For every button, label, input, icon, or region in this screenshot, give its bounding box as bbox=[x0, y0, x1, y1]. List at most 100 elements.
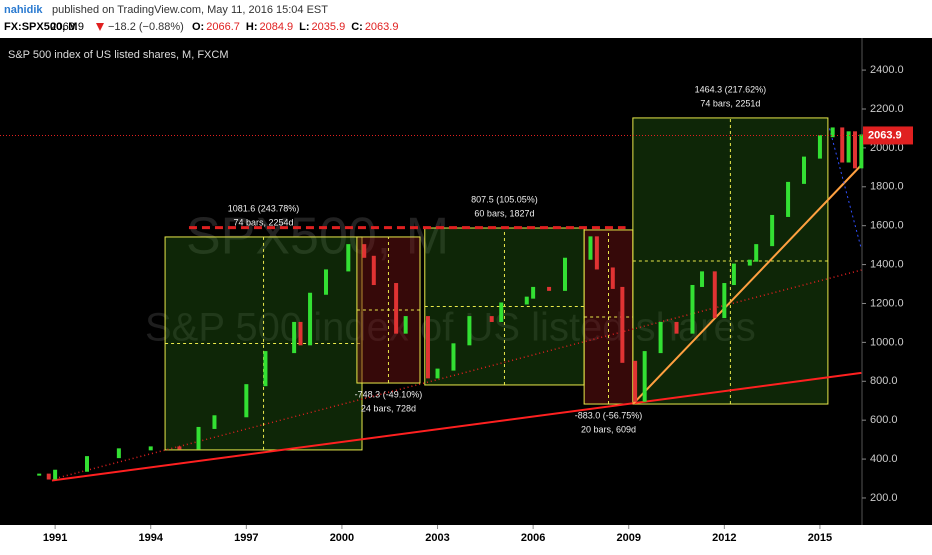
price-bar bbox=[658, 321, 663, 354]
chart-title: S&P 500 index of US listed shares, M, FX… bbox=[8, 49, 229, 61]
price-bar bbox=[467, 316, 472, 346]
y-tick-label: 800.0 bbox=[870, 375, 898, 387]
ohlc-value: 2084.9 bbox=[260, 21, 294, 33]
range-sublabel: 74 bars, 2254d bbox=[234, 217, 294, 227]
price-bar bbox=[53, 469, 58, 480]
price-bar bbox=[547, 286, 552, 291]
x-tick-label: 2000 bbox=[330, 532, 354, 544]
price-bar bbox=[770, 214, 775, 247]
price-bar bbox=[620, 286, 625, 363]
price-bar bbox=[846, 131, 851, 163]
price-bar bbox=[308, 292, 313, 346]
price-bar bbox=[403, 316, 408, 334]
price-bar bbox=[747, 259, 752, 266]
price-bar bbox=[425, 316, 430, 379]
price-bar bbox=[292, 321, 297, 354]
y-tick-label: 1600.0 bbox=[870, 220, 904, 232]
y-tick-label: 2400.0 bbox=[870, 64, 904, 76]
trend-line bbox=[54, 269, 862, 480]
price-bar bbox=[712, 271, 717, 319]
price-bar bbox=[394, 283, 399, 334]
last-price-tag bbox=[863, 126, 913, 145]
range-sublabel: 74 bars, 2251d bbox=[700, 98, 760, 108]
price-bar bbox=[817, 135, 822, 159]
price-bar bbox=[148, 446, 153, 451]
price-bar bbox=[244, 384, 249, 418]
price-bar bbox=[754, 244, 759, 262]
range-sublabel: 60 bars, 1827d bbox=[474, 208, 534, 218]
price-bar bbox=[563, 257, 568, 291]
price-bar bbox=[610, 267, 615, 289]
trend-line bbox=[829, 128, 862, 250]
ohlc-value: 2063.9 bbox=[365, 21, 399, 33]
symbol: FX:SPX500, M bbox=[4, 21, 77, 33]
x-tick-label: 2012 bbox=[712, 532, 736, 544]
x-tick-label: 2003 bbox=[425, 532, 449, 544]
y-tick-label: 1800.0 bbox=[870, 181, 904, 193]
price-bar bbox=[594, 236, 599, 270]
price-bar bbox=[84, 456, 89, 472]
change: −18.2 (−0.88%) bbox=[108, 21, 184, 33]
ohlc-label: C: bbox=[351, 21, 363, 33]
range-label: -883.0 (-56.75%) bbox=[575, 410, 643, 420]
range-sublabel: 24 bars, 728d bbox=[361, 403, 416, 413]
range-label: 807.5 (105.05%) bbox=[471, 194, 538, 204]
y-tick-label: 200.0 bbox=[870, 492, 898, 504]
price-bar bbox=[371, 255, 376, 286]
price-bar bbox=[37, 473, 42, 476]
price-bar bbox=[674, 321, 679, 334]
price-bar bbox=[451, 343, 456, 371]
y-tick-label: 1000.0 bbox=[870, 336, 904, 348]
ohlc-label: O: bbox=[192, 21, 204, 33]
y-tick-label: 400.0 bbox=[870, 453, 898, 465]
range-label: 1464.3 (217.62%) bbox=[695, 84, 767, 94]
y-tick-label: 600.0 bbox=[870, 414, 898, 426]
price-bar bbox=[524, 296, 529, 305]
price-bar bbox=[731, 263, 736, 286]
price-bar bbox=[362, 244, 367, 258]
y-tick-label: 2000.0 bbox=[870, 142, 904, 154]
price-bar bbox=[633, 360, 638, 402]
price-bar bbox=[212, 415, 217, 429]
author[interactable]: nahidik bbox=[4, 4, 43, 16]
y-tick-label: 1200.0 bbox=[870, 297, 904, 309]
price-bar bbox=[840, 127, 845, 163]
x-tick-label: 1994 bbox=[138, 532, 163, 544]
x-tick-label: 2006 bbox=[521, 532, 545, 544]
price-bar bbox=[642, 351, 647, 402]
plot-bg bbox=[0, 38, 932, 525]
price-bar bbox=[346, 244, 351, 272]
ohlc-value: 2035.9 bbox=[312, 21, 346, 33]
price-bar bbox=[786, 181, 791, 217]
ohlc-label: H: bbox=[246, 21, 258, 33]
price-bar bbox=[435, 368, 440, 379]
trend-line bbox=[51, 371, 862, 482]
price-bar bbox=[690, 284, 695, 334]
price-bar bbox=[298, 321, 303, 346]
last-price-header: 2063.9 bbox=[50, 21, 84, 33]
header-bg bbox=[0, 0, 932, 38]
watermark-sub: S&P 500 index of US listed shares bbox=[145, 306, 756, 350]
range-label: 1081.6 (243.78%) bbox=[228, 203, 300, 213]
x-tick-label: 1991 bbox=[43, 532, 67, 544]
x-tick-label: 1997 bbox=[234, 532, 258, 544]
x-tick-label: 2015 bbox=[808, 532, 832, 544]
down-arrow bbox=[96, 23, 104, 31]
price-bar bbox=[116, 448, 121, 459]
price-bar bbox=[489, 316, 494, 322]
price-bar bbox=[588, 236, 593, 260]
ohlc-label: L: bbox=[299, 21, 309, 33]
range-sublabel: 20 bars, 609d bbox=[581, 424, 636, 434]
price-bar bbox=[323, 269, 328, 295]
price-bar bbox=[46, 473, 51, 480]
trend-line bbox=[632, 164, 863, 405]
price-bar bbox=[852, 131, 857, 169]
range-label: -748.3 (-49.10%) bbox=[355, 389, 423, 399]
y-tick-label: 2200.0 bbox=[870, 103, 904, 115]
last-price-label: 2063.9 bbox=[868, 129, 902, 141]
price-bar bbox=[859, 134, 864, 169]
price-bar bbox=[263, 351, 268, 387]
price-bar bbox=[177, 446, 182, 450]
price-bar bbox=[196, 426, 201, 450]
